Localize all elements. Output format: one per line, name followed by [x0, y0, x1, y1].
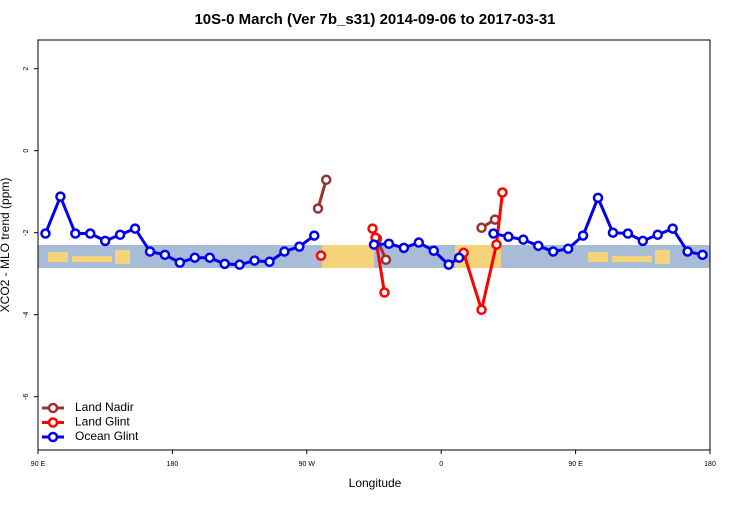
point [497, 187, 508, 198]
point [491, 239, 502, 250]
point [453, 252, 465, 263]
point [379, 287, 390, 298]
y-tick-label: -4 [23, 311, 30, 317]
point [99, 235, 111, 247]
point [682, 246, 693, 257]
point [607, 227, 619, 238]
point [398, 242, 410, 254]
chart-title: 10S-0 March (Ver 7b_s31) 2014-09-06 to 2… [194, 11, 555, 28]
legend-marker [47, 417, 59, 428]
point [249, 255, 260, 266]
point [667, 223, 678, 234]
point [622, 228, 634, 239]
x-tick-label: 90 W [299, 461, 316, 468]
point [264, 256, 275, 268]
point [85, 228, 96, 239]
point [189, 252, 201, 263]
point [174, 257, 186, 268]
point [144, 246, 156, 257]
x-tick-label: 90 E [568, 461, 583, 468]
point [219, 258, 230, 270]
point [503, 231, 514, 243]
point [413, 237, 425, 248]
plot-frame [37, 39, 711, 451]
point [55, 191, 66, 202]
legend-marker [47, 402, 59, 414]
point [70, 228, 81, 239]
point [428, 245, 439, 256]
point [577, 230, 589, 241]
point [443, 259, 454, 270]
point [652, 229, 663, 240]
x-axis-label: Longitude [349, 476, 402, 490]
x-tick-label: 180 [704, 461, 716, 468]
point [697, 249, 708, 261]
point [114, 229, 126, 240]
point [312, 203, 324, 214]
point [40, 228, 51, 239]
point [592, 192, 604, 204]
x-tick-label: 0 [439, 461, 443, 468]
x-tick-label: 180 [167, 461, 179, 468]
y-tick-label: -6 [23, 393, 30, 399]
point [637, 235, 649, 247]
point [476, 222, 487, 234]
point [204, 252, 215, 263]
point [309, 230, 320, 241]
legend-label: Land Glint [75, 415, 130, 429]
legend-label: Land Nadir [75, 400, 134, 414]
x-tick-label: 90 E [31, 461, 46, 468]
point [159, 249, 171, 261]
point [380, 254, 392, 266]
point [129, 223, 141, 234]
map-strip [38, 245, 710, 268]
y-tick-label: 2 [23, 67, 30, 71]
point [367, 223, 378, 234]
point [234, 259, 245, 270]
point [383, 238, 395, 250]
point [320, 174, 332, 186]
y-tick-label: 0 [23, 149, 30, 153]
point [562, 243, 574, 254]
y-tick-label: -2 [23, 229, 30, 235]
point [488, 228, 499, 239]
legend-label: Ocean Glint [75, 429, 139, 443]
legend-marker [47, 431, 59, 443]
point [315, 250, 327, 261]
point [476, 304, 487, 316]
point [547, 246, 559, 257]
y-axis-label: XCO2 - MLO trend (ppm) [0, 178, 12, 313]
point [533, 240, 544, 252]
point [518, 234, 529, 245]
point [368, 239, 380, 250]
point [279, 246, 290, 257]
point [294, 241, 305, 252]
